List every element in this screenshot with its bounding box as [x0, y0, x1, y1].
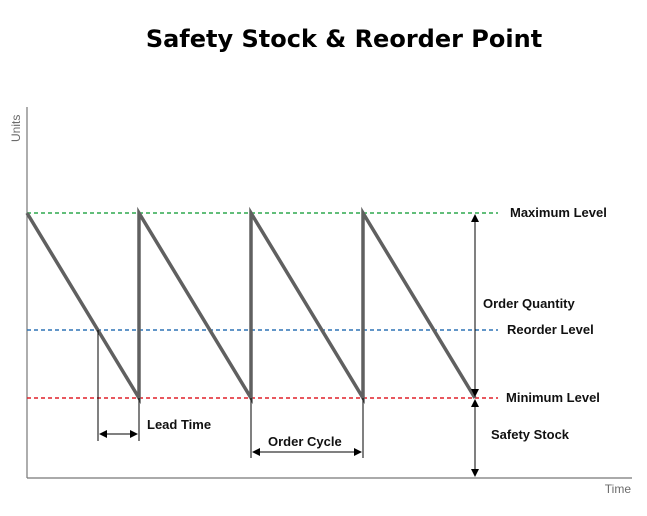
maximum-level-label: Maximum Level: [510, 205, 607, 220]
y-axis-label: Units: [9, 115, 23, 142]
reorder-level-label: Reorder Level: [507, 322, 594, 337]
minimum-level-label: Minimum Level: [506, 390, 600, 405]
diagram-title: Safety Stock & Reorder Point: [146, 25, 542, 53]
order-cycle-label: Order Cycle: [268, 434, 342, 449]
lead-time-label: Lead Time: [147, 417, 211, 432]
order-quantity-label: Order Quantity: [483, 296, 576, 311]
inventory-sawtooth-line: [25, 206, 477, 405]
x-axis-label: Time: [605, 482, 632, 496]
safety-stock-label: Safety Stock: [491, 427, 570, 442]
